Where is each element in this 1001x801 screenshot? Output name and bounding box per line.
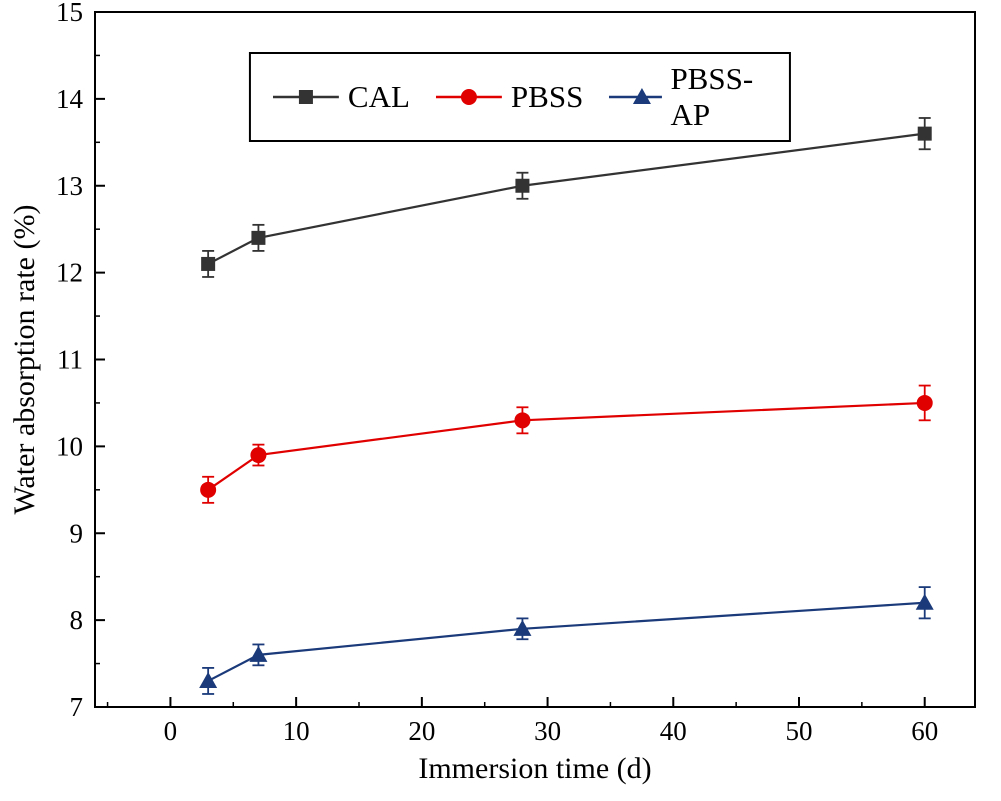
- marker-circle-pbss: [250, 447, 267, 464]
- x-tick-label: 10: [283, 716, 310, 746]
- series-line-pbss-ap: [207, 601, 925, 682]
- legend-item-cal: CAL: [272, 79, 410, 115]
- y-tick-label: 14: [56, 84, 84, 114]
- y-tick-label: 13: [56, 171, 83, 201]
- y-tick-label: 10: [56, 431, 83, 461]
- marker-square-cal: [251, 230, 266, 245]
- marker-triangle-pbss-ap: [513, 619, 532, 636]
- series-line-pbss: [207, 401, 925, 491]
- y-tick-label: 8: [70, 605, 84, 635]
- y-tick-label: 7: [70, 692, 84, 722]
- legend-label: PBSS: [510, 79, 584, 114]
- x-tick-label: 0: [164, 716, 178, 746]
- marker-triangle-pbss-ap: [249, 645, 268, 662]
- y-axis-label: Water absorption rate (%): [8, 204, 41, 515]
- y-tick-label: 15: [56, 0, 83, 27]
- x-tick-label: 60: [911, 716, 938, 746]
- y-tick-label: 9: [70, 518, 84, 548]
- x-tick-label: 30: [534, 716, 561, 746]
- marker-square-cal: [917, 126, 932, 141]
- x-tick-label: 20: [408, 716, 435, 746]
- marker-triangle-pbss-ap: [915, 593, 934, 610]
- marker-triangle-pbss-ap: [199, 671, 218, 688]
- marker-square-cal: [515, 178, 530, 193]
- legend-item-pbss-ap: PBSS-AP: [609, 61, 767, 133]
- legend-label: PBSS-AP: [670, 61, 754, 132]
- x-tick-label: 40: [660, 716, 687, 746]
- marker-circle-pbss: [514, 412, 531, 429]
- x-tick-label: 50: [786, 716, 813, 746]
- marker-circle-pbss: [916, 394, 933, 411]
- legend: CAL PBSS PBSS-AP: [248, 52, 792, 142]
- x-axis-label: Immersion time (d): [418, 752, 652, 785]
- legend-label: CAL: [347, 79, 410, 114]
- legend-swatch-triangle-icon: [609, 88, 662, 104]
- legend-swatch-circle-icon: [435, 89, 502, 105]
- y-tick-label: 11: [57, 345, 83, 375]
- series-line-cal: [207, 132, 925, 265]
- marker-circle-pbss: [200, 481, 217, 498]
- legend-swatch-square-icon: [272, 90, 339, 104]
- marker-square-cal: [201, 256, 216, 271]
- y-tick-label: 12: [56, 258, 83, 288]
- legend-item-pbss: PBSS: [435, 79, 584, 115]
